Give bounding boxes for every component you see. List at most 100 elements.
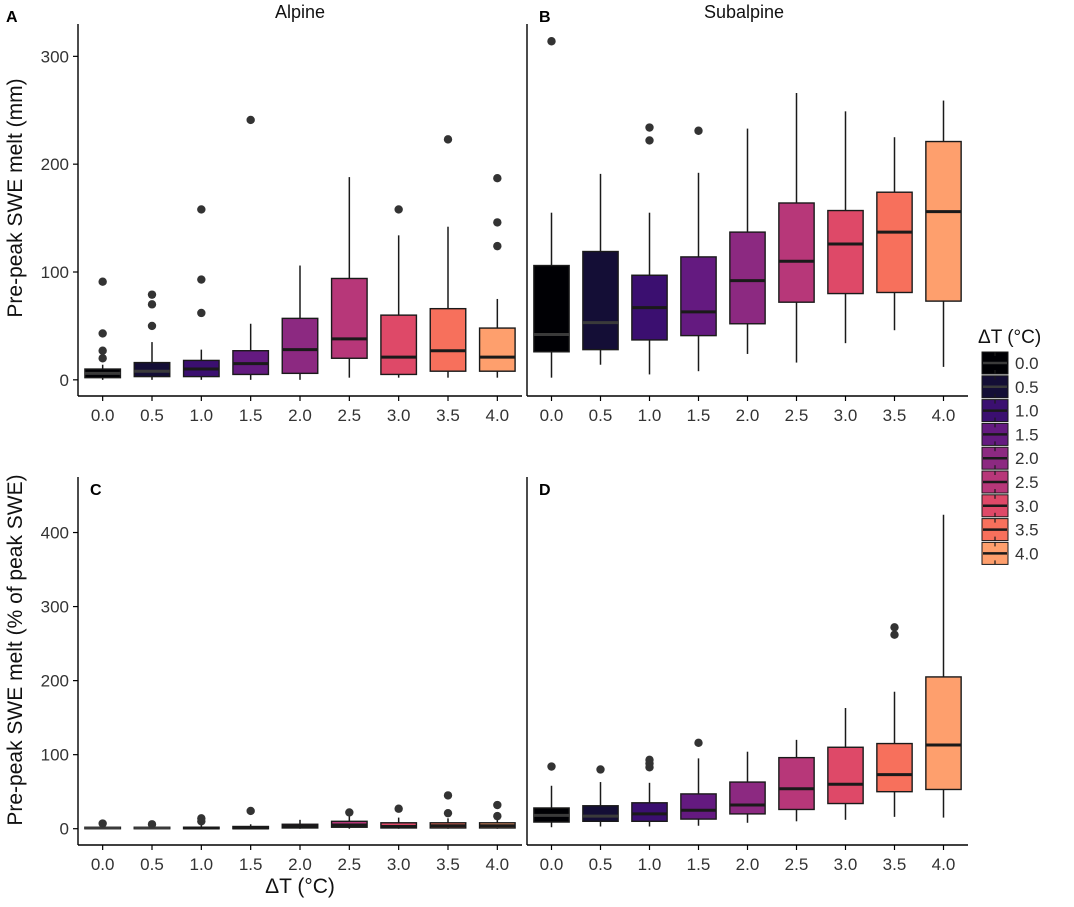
panel-a-y-tick-label: 0 [60, 371, 69, 390]
panel-a-x-tick-label: 1.0 [190, 406, 214, 425]
panel-a-outlier [98, 277, 107, 286]
panel-a-outlier [246, 115, 255, 125]
panel-d-x-tick-label: 1.5 [687, 855, 711, 874]
panel-b-outlier [645, 123, 654, 132]
panel-c-x-tick-label: 1.0 [190, 855, 214, 874]
panel-d-x-tick-label: 2.5 [785, 855, 809, 874]
panel-d-box [925, 676, 962, 791]
panel-a-outlier [147, 290, 157, 299]
legend-title: ΔT (°C) [978, 327, 1041, 348]
panel-a-y-tick-label: 300 [41, 47, 69, 66]
panel-d-x-tick-label: 2.0 [736, 855, 760, 874]
panel-b-x-tick-label: 0.5 [589, 406, 613, 425]
panel-c-outlier [443, 791, 453, 800]
panel-a-box [478, 327, 516, 372]
panel-c-tag: C [90, 482, 102, 499]
panel-a-box [330, 277, 368, 359]
panel-c-x-tick-label: 4.0 [486, 855, 510, 874]
panel-a-outlier [98, 346, 107, 355]
panel-d-box [631, 802, 668, 823]
panel-b-outlier [547, 37, 556, 46]
panel-d-outlier [890, 623, 899, 632]
panel-a-x-tick-label: 3.5 [436, 406, 460, 425]
panel-a-title: Alpine [275, 2, 325, 22]
panel-d-outlier [547, 762, 556, 771]
panel-a-x-tick-label: 0.0 [91, 406, 115, 425]
legend-label: 2.0 [1015, 449, 1039, 468]
panel-d-outlier [645, 755, 654, 765]
panel-c-outlier [345, 808, 354, 817]
panel-b-x-tick-label: 1.5 [687, 406, 711, 425]
panel-c-outlier [197, 814, 206, 823]
panel-b-x-tick-label: 3.5 [883, 406, 907, 425]
panel-d-outlier [890, 630, 899, 639]
panel-a-outlier [197, 275, 206, 284]
panel-c-outlier [147, 820, 157, 829]
panel-a-outlier [197, 308, 206, 318]
panel-b-x-tick-label: 0.0 [540, 406, 564, 425]
panel-b-box [778, 202, 815, 303]
panel-c-x-tick-label: 1.5 [239, 855, 263, 874]
panel-c-x-tick-label: 3.5 [436, 855, 460, 874]
panel-a-box [133, 361, 171, 378]
panel-b-box [582, 250, 619, 351]
panel-c-y-tick-label: 0 [60, 820, 69, 839]
panel-d-box [778, 756, 815, 811]
panel-b-box [876, 191, 913, 294]
panel-c-outlier [246, 806, 255, 816]
legend-label: 1.0 [1015, 402, 1039, 421]
panel-c-x-tick-label: 2.0 [288, 855, 312, 874]
panel-a-outlier [493, 173, 502, 183]
panel-a-outlier [98, 329, 107, 338]
x-axis-title: ΔT (°C) [265, 875, 335, 898]
panel-c-x-tick-label: 3.0 [387, 855, 411, 874]
panel-a-x-tick-label: 4.0 [486, 406, 510, 425]
panel-c-y-axis-title: Pre-peak SWE melt (% of peak SWE) [4, 474, 27, 825]
panel-d-x-tick-label: 0.0 [540, 855, 564, 874]
legend-label: 3.0 [1015, 497, 1039, 516]
panel-c-x-tick-label: 2.5 [338, 855, 362, 874]
panel-d-outlier [694, 738, 703, 748]
legend-label: 2.5 [1015, 473, 1039, 492]
panel-d-outlier [596, 765, 605, 774]
panel-b-x-tick-label: 1.0 [638, 406, 662, 425]
panel-a-box [281, 317, 319, 375]
panel-a-box [429, 307, 467, 372]
panel-a-outlier [98, 354, 107, 363]
panel-c-x-tick-label: 0.5 [140, 855, 164, 874]
panel-a-x-tick-label: 1.5 [239, 406, 263, 425]
panel-b-title: Subalpine [704, 2, 784, 22]
panel-b-box [827, 209, 864, 295]
panel-a: A Alpine Pre-peak SWE melt (mm) 0 100 200 3… [4, 2, 522, 425]
panel-d-x-tick-label: 1.0 [638, 855, 662, 874]
panel-d-box [729, 781, 766, 815]
panel-d-x-tick-label: 3.5 [883, 855, 907, 874]
panel-a-outlier [197, 205, 206, 214]
panel-b-x-tick-label: 4.0 [932, 406, 956, 425]
panel-b-box [925, 140, 962, 302]
panel-a-outlier [493, 218, 502, 227]
panel-d: D 0.0 0.5 1.0 1.5 2.0 2.5 3.0 3.5 4.0 [526, 477, 968, 874]
panel-b-tag: B [539, 9, 551, 26]
panel-a-box [380, 314, 418, 376]
panel-b-x-tick-label: 2.5 [785, 406, 809, 425]
legend-label: 1.5 [1015, 425, 1039, 444]
panel-a-x-tick-label: 2.5 [338, 406, 362, 425]
panel-a-outlier [147, 300, 157, 309]
legend-label: 3.5 [1015, 521, 1039, 540]
panel-b-x-tick-label: 2.0 [736, 406, 760, 425]
panel-b-box [680, 256, 717, 337]
panel-a-x-tick-label: 0.5 [140, 406, 164, 425]
panel-c-y-tick-label: 300 [41, 598, 69, 617]
panel-a-x-tick-label: 3.0 [387, 406, 411, 425]
panel-c-outlier [443, 808, 453, 818]
panel-a-y-tick-label: 100 [41, 263, 69, 282]
panel-b-x-tick-label: 3.0 [834, 406, 858, 425]
legend-label: 0.5 [1015, 378, 1039, 397]
panel-c-outlier [394, 804, 403, 813]
panel-c-outlier [493, 800, 502, 810]
panel-b-box [533, 264, 570, 353]
panel-a-outlier [493, 241, 502, 251]
panel-a-tag: A [6, 9, 18, 26]
